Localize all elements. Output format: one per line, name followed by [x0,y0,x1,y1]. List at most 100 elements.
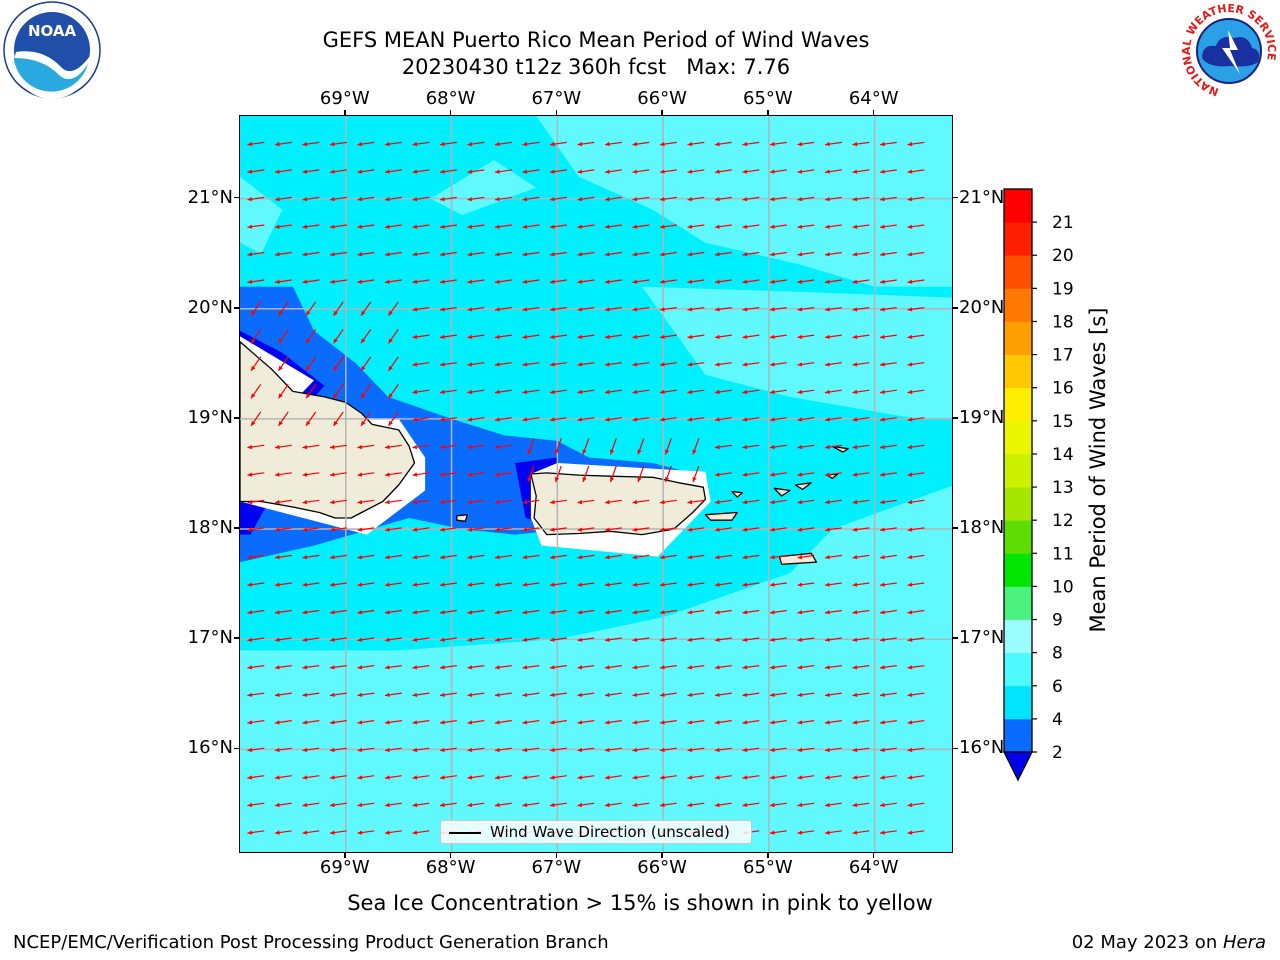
wave-direction-arrow [412,802,430,808]
wave-direction-arrow [687,334,705,339]
wave-direction-arrow [742,279,760,284]
wave-direction-arrow [388,384,399,399]
land-small-island [704,511,738,521]
wave-direction-arrow [879,582,897,587]
wave-direction-arrow [360,384,372,399]
wave-direction-arrow [357,775,375,780]
wave-direction-arrow [494,196,512,202]
wave-direction-arrow [333,411,344,427]
wave-direction-arrow [494,169,512,174]
wave-direction-arrow [549,775,567,780]
wave-direction-arrow [302,279,320,284]
wave-direction-arrow [439,472,457,477]
wave-direction-arrow [388,301,399,317]
wave-direction-arrow [384,527,402,532]
sea-ice-note: Sea Ice Concentration > 15% is shown in … [347,891,933,915]
wave-direction-arrow [467,527,485,532]
wave-direction-arrow [549,251,567,257]
wave-direction-arrow [659,417,677,422]
wave-direction-arrow [439,582,457,587]
wave-direction-arrow [604,609,622,615]
wave-direction-arrow [247,224,265,229]
wave-direction-arrow [742,720,760,725]
wave-direction-arrow [302,169,320,174]
wave-direction-arrow [604,389,622,395]
wave-direction-arrow [769,554,787,560]
wave-direction-arrow [852,279,870,284]
wave-direction-arrow [522,389,540,395]
wave-direction-arrow [274,251,292,257]
wave-direction-arrow [494,775,512,780]
wave-direction-arrow [522,169,540,174]
wave-direction-arrow [824,692,842,697]
wave-direction-arrow [549,582,567,587]
wave-direction-arrow [412,499,430,505]
wave-direction-arrow [797,444,815,450]
wave-direction-arrow [797,802,815,808]
wave-direction-arrow [494,444,512,450]
wave-direction-arrow [797,554,815,560]
wave-direction-arrow [522,665,540,670]
land-small-island [731,490,744,498]
axis-tick [767,853,769,858]
wave-direction-arrow [522,775,540,780]
wave-direction-arrow [467,609,485,615]
wave-direction-arrow [687,775,705,780]
wave-direction-arrow [769,609,787,615]
colorbar-segment [1004,487,1032,521]
wave-direction-arrow [714,527,732,532]
wave-direction-arrow [577,665,595,670]
wave-direction-arrow [467,720,485,725]
wave-direction-arrow [852,747,870,753]
land-small-island [831,445,849,453]
wave-direction-arrow [582,465,590,483]
axis-tick [234,527,239,529]
wave-direction-arrow [357,665,375,670]
wave-direction-arrow [247,802,265,808]
wave-direction-arrow [907,169,925,174]
wave-direction-arrow [439,802,457,808]
wave-direction-arrow [852,830,870,835]
axis-tick [344,853,346,858]
wave-direction-arrow [797,279,815,284]
wave-direction-arrow [824,169,842,174]
wave-direction-arrow [742,499,760,505]
wave-direction-arrow [687,279,705,284]
land-small-island [773,487,791,497]
wave-direction-arrow [659,279,677,284]
wave-direction-arrow [494,279,512,284]
wave-direction-arrow [302,720,320,725]
wave-direction-arrow [907,472,925,477]
wave-direction-arrow [329,775,347,780]
colorbar-segment [1004,619,1032,654]
wave-direction-arrow [797,692,815,697]
wave-direction-arrow [384,279,402,284]
wave-direction-arrow [247,609,265,615]
colorbar-segment [1004,387,1032,422]
wave-direction-arrow [659,499,677,505]
wave-direction-arrow [549,141,567,147]
wave-direction-arrow [879,417,897,422]
wave-direction-arrow [687,224,705,229]
colorbar-segment [1004,453,1032,488]
wave-direction-arrow [852,334,870,339]
wave-direction-arrow [769,830,787,835]
wave-direction-arrow [714,720,732,725]
lon-tick-label-top: 67°W [531,88,582,109]
wave-direction-arrow [907,196,925,202]
wave-direction-arrow [467,637,485,642]
colorbar-segment [1004,652,1032,687]
wave-direction-arrow [907,747,925,753]
colorbar-segment [1004,520,1032,554]
wave-direction-arrow [769,141,787,147]
wave-direction-arrow [632,527,650,532]
lon-tick-label-top: 65°W [743,88,793,109]
wave-direction-arrow [412,637,430,642]
wave-direction-arrow [412,417,430,422]
wave-direction-arrow [659,224,677,229]
wave-direction-arrow [329,609,347,615]
wave-direction-arrow [250,328,262,344]
wave-direction-arrow [742,472,760,477]
wave-direction-arrow [824,609,842,615]
wave-direction-arrow [494,637,512,642]
